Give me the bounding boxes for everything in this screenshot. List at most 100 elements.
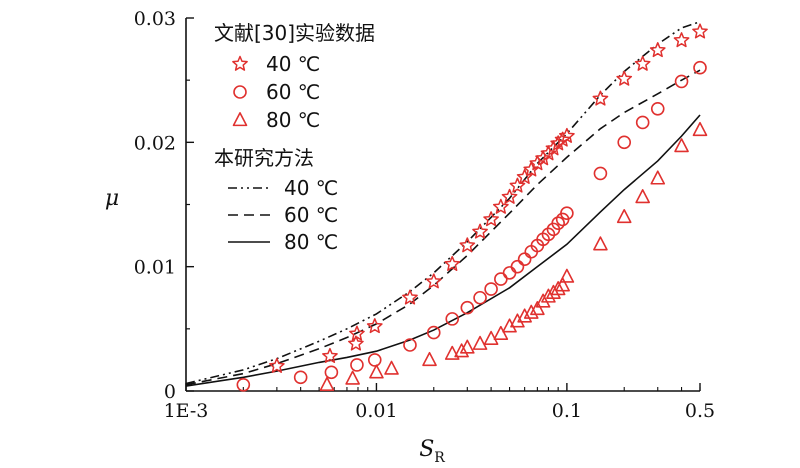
data-point-star	[492, 198, 509, 214]
data-point-triangle	[369, 364, 384, 379]
y-tick-label: 0.03	[134, 8, 176, 30]
data-point-triangle	[559, 268, 575, 283]
legend-title-model: 本研究方法	[214, 146, 314, 170]
data-point-triangle	[650, 170, 666, 185]
data-point-triangle	[635, 189, 650, 204]
data-point-circle	[593, 166, 608, 181]
data-point-triangle	[472, 335, 488, 350]
x-tick-label: 0.5	[685, 400, 715, 422]
y-axis-label: μ	[105, 186, 119, 211]
x-tick-label: 1E-3	[164, 400, 209, 422]
data-point-triangle	[530, 300, 545, 316]
data-point-triangle	[541, 288, 556, 303]
legend-marker-circle	[233, 85, 247, 99]
data-point-star	[322, 347, 338, 363]
legend-entry-label: 60 ℃	[266, 80, 320, 104]
data-markers	[236, 23, 708, 392]
data-point-star	[425, 273, 442, 289]
data-point-circle	[350, 358, 364, 372]
data-point-circle	[541, 227, 556, 242]
data-point-star	[516, 168, 533, 184]
data-point-circle	[551, 216, 565, 230]
data-point-star	[649, 42, 666, 58]
data-point-star	[592, 90, 609, 106]
x-axis-label-sub: R	[434, 450, 445, 466]
legend-entry-label: 80 ℃	[284, 230, 338, 254]
data-point-triangle	[454, 343, 469, 358]
data-point-triangle	[523, 304, 539, 319]
data-point-star	[366, 318, 383, 334]
data-point-triangle	[422, 351, 437, 367]
data-point-star	[349, 325, 365, 341]
data-point-triangle	[384, 360, 399, 375]
data-point-star	[402, 289, 418, 305]
data-point-star	[559, 127, 575, 143]
data-point-triangle	[345, 370, 360, 385]
data-point-triangle	[510, 313, 525, 328]
x-axis-label-main: S	[419, 437, 434, 462]
data-point-triangle	[517, 308, 532, 323]
data-point-star	[554, 131, 571, 147]
data-point-triangle	[674, 138, 689, 153]
y-tick-label: 0.02	[134, 132, 176, 154]
data-point-star	[540, 145, 557, 161]
data-point-triangle	[535, 293, 551, 308]
legend-title-experimental: 文献[30]实验数据	[214, 21, 375, 45]
data-point-star	[444, 255, 461, 271]
legend-entry-label: 80 ℃	[266, 108, 320, 132]
data-point-circle	[293, 370, 308, 385]
data-point-triangle	[319, 376, 335, 391]
data-point-triangle	[493, 325, 509, 340]
data-point-star	[501, 188, 518, 204]
model-line-dashed	[185, 69, 701, 386]
data-point-circle	[510, 259, 525, 274]
data-point-circle	[560, 206, 574, 221]
legend-marker-star	[232, 55, 248, 71]
data-point-star	[268, 357, 285, 373]
y-tick-label: 0	[164, 381, 176, 403]
data-point-circle	[473, 290, 487, 305]
data-point-circle	[617, 135, 632, 150]
data-point-circle	[517, 252, 532, 267]
data-point-star	[348, 335, 364, 351]
model-lines	[185, 20, 701, 387]
data-point-circle	[403, 338, 417, 352]
data-point-star	[616, 70, 633, 86]
data-point-circle	[693, 60, 707, 75]
data-point-circle	[324, 365, 339, 380]
data-point-star	[673, 32, 690, 48]
data-point-star	[535, 150, 551, 166]
legend-entry-label: 60 ℃	[284, 203, 338, 227]
data-point-star	[692, 23, 708, 39]
legend: 文献[30]实验数据 40 ℃ 60 ℃ 80 ℃ 本研究方法 40 ℃ 60 ℃ 80 ℃	[214, 21, 375, 254]
data-point-triangle	[550, 281, 566, 296]
legend-marker-triangle	[232, 112, 248, 127]
data-point-star	[529, 155, 546, 171]
data-point-circle	[484, 282, 498, 296]
data-point-star	[509, 177, 526, 193]
model-line-dash-dot-dot	[185, 20, 701, 385]
data-point-circle	[426, 325, 441, 340]
data-point-star	[634, 55, 651, 71]
x-tick-label: 0.01	[355, 400, 397, 422]
legend-entry-label: 40 ℃	[266, 52, 320, 76]
data-point-triangle	[616, 208, 632, 224]
data-point-circle	[236, 377, 251, 392]
data-point-circle	[502, 266, 517, 280]
x-tick-label: 0.1	[552, 400, 582, 422]
data-point-triangle	[692, 121, 708, 137]
data-point-star	[459, 237, 476, 253]
data-point-triangle	[460, 339, 475, 354]
data-point-triangle	[546, 284, 561, 299]
data-point-star	[483, 211, 499, 227]
y-tick-label: 0.01	[134, 257, 176, 279]
model-line-solid	[185, 114, 701, 387]
data-point-circle	[445, 312, 460, 326]
axis-ticks: 0 0.01 0.02 0.03 1E-3 0.01 0.1 0.5	[134, 8, 715, 422]
data-point-triangle	[593, 236, 608, 251]
data-point-circle	[650, 101, 665, 116]
data-point-circle	[494, 272, 508, 286]
data-point-circle	[460, 300, 475, 315]
data-point-circle	[674, 74, 689, 89]
